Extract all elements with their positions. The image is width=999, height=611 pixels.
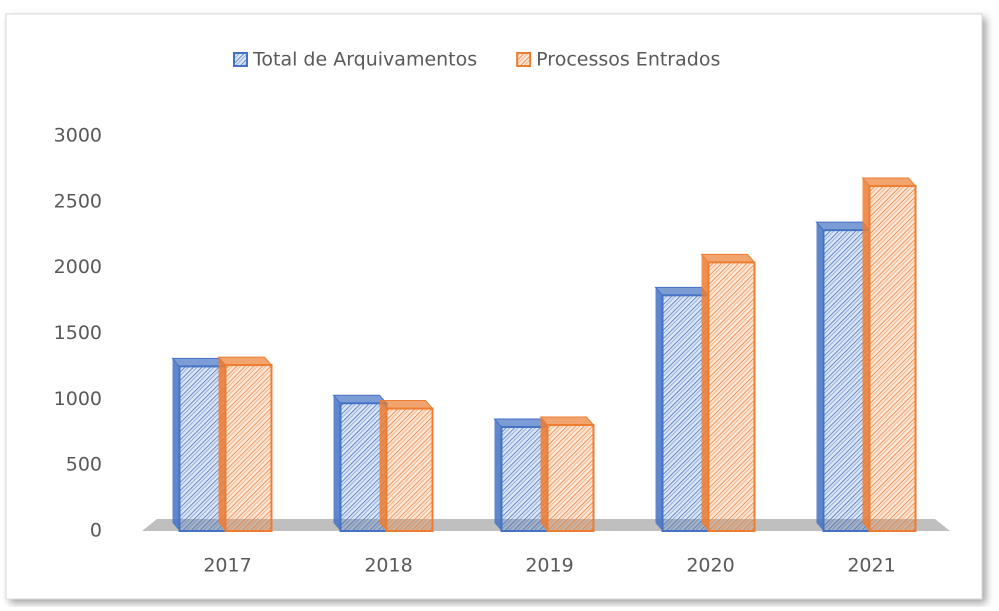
- y-tick-label: 2000: [54, 256, 102, 278]
- legend-label: Processos Entrados: [536, 49, 720, 71]
- legend-label: Total de Arquivamentos: [252, 49, 477, 71]
- bar-top: [171, 357, 227, 367]
- bar-side: [333, 395, 341, 531]
- bar-side: [494, 418, 502, 531]
- bar-top: [654, 286, 710, 296]
- y-tick-label: 1500: [54, 322, 102, 344]
- bar: [661, 294, 710, 533]
- bar-top: [378, 400, 434, 410]
- bar-side: [862, 178, 870, 532]
- bar: [224, 364, 273, 532]
- y-tick-label: 3000: [54, 125, 102, 147]
- bar: [822, 229, 871, 532]
- bar: [385, 407, 434, 532]
- bar: [868, 185, 917, 533]
- x-tick-label: 2020: [686, 555, 734, 577]
- x-tick-label: 2019: [525, 555, 573, 577]
- bar-side: [816, 222, 824, 531]
- bar-top: [493, 418, 549, 428]
- bar-side: [218, 357, 226, 531]
- bar-top: [332, 394, 388, 404]
- bar-top: [861, 177, 917, 187]
- bar: [707, 261, 756, 532]
- bar: [178, 365, 227, 532]
- bar-top: [700, 253, 756, 263]
- bar-top: [539, 416, 595, 426]
- x-tick-label: 2021: [847, 555, 895, 577]
- bar-side: [540, 417, 548, 531]
- bar-side: [172, 358, 180, 531]
- bar-side: [379, 400, 387, 531]
- y-tick-label: 2500: [54, 190, 102, 212]
- bar-side: [701, 254, 709, 531]
- y-tick-label: 500: [66, 454, 102, 476]
- x-tick-label: 2018: [364, 555, 412, 577]
- legend-swatch: [233, 52, 248, 67]
- bar: [546, 424, 595, 532]
- x-tick-label: 2017: [203, 555, 251, 577]
- bar-side: [655, 287, 663, 531]
- y-tick-label: 1000: [54, 388, 102, 410]
- legend-swatch: [516, 52, 532, 67]
- bar-top: [815, 221, 871, 231]
- y-tick-label: 0: [90, 520, 102, 542]
- bar-top: [217, 356, 273, 366]
